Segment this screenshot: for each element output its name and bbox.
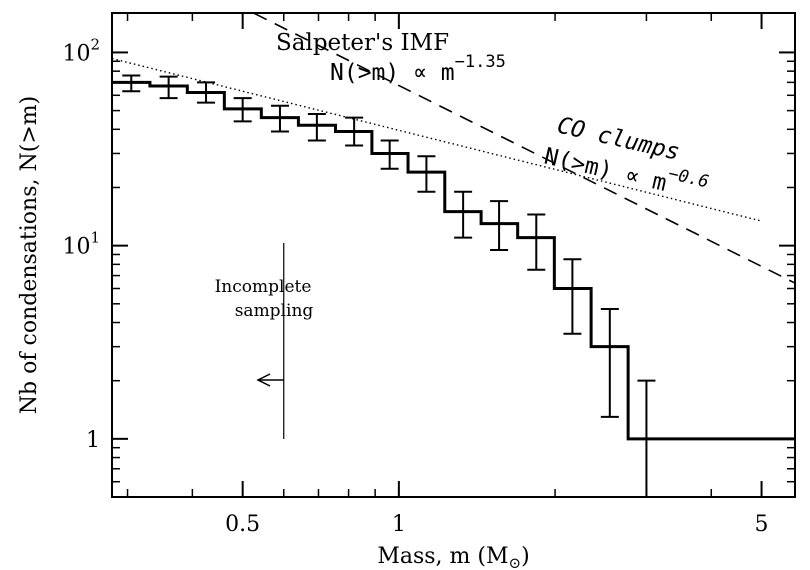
y-tick-label: 101 xyxy=(62,229,100,260)
minor-ticks xyxy=(112,13,795,497)
y-axis-label: Nb of condensations, N(>m) xyxy=(17,96,42,414)
sampling-label: sampling xyxy=(235,301,314,321)
plot-frame xyxy=(111,12,796,498)
salpeter-title: Salpeter's IMF xyxy=(276,30,449,56)
step-histogram-line xyxy=(112,80,795,441)
x-tick-label: 1 xyxy=(392,512,406,537)
x-tick-label: 5 xyxy=(755,512,769,537)
y-tick-label: 1 xyxy=(86,428,100,453)
x-tick-label: 0.5 xyxy=(225,512,260,537)
arrow-head-icon xyxy=(256,373,271,387)
data-series xyxy=(112,13,795,497)
salpeter-formula: N(>m) ∝ m−1.35 xyxy=(330,52,506,86)
salpeter-dashed-line xyxy=(251,13,795,284)
x-axis-label: Mass, m (M⊙) xyxy=(377,544,529,570)
y-tick-label: 102 xyxy=(62,35,100,66)
incomplete-label: Incomplete xyxy=(215,277,312,297)
